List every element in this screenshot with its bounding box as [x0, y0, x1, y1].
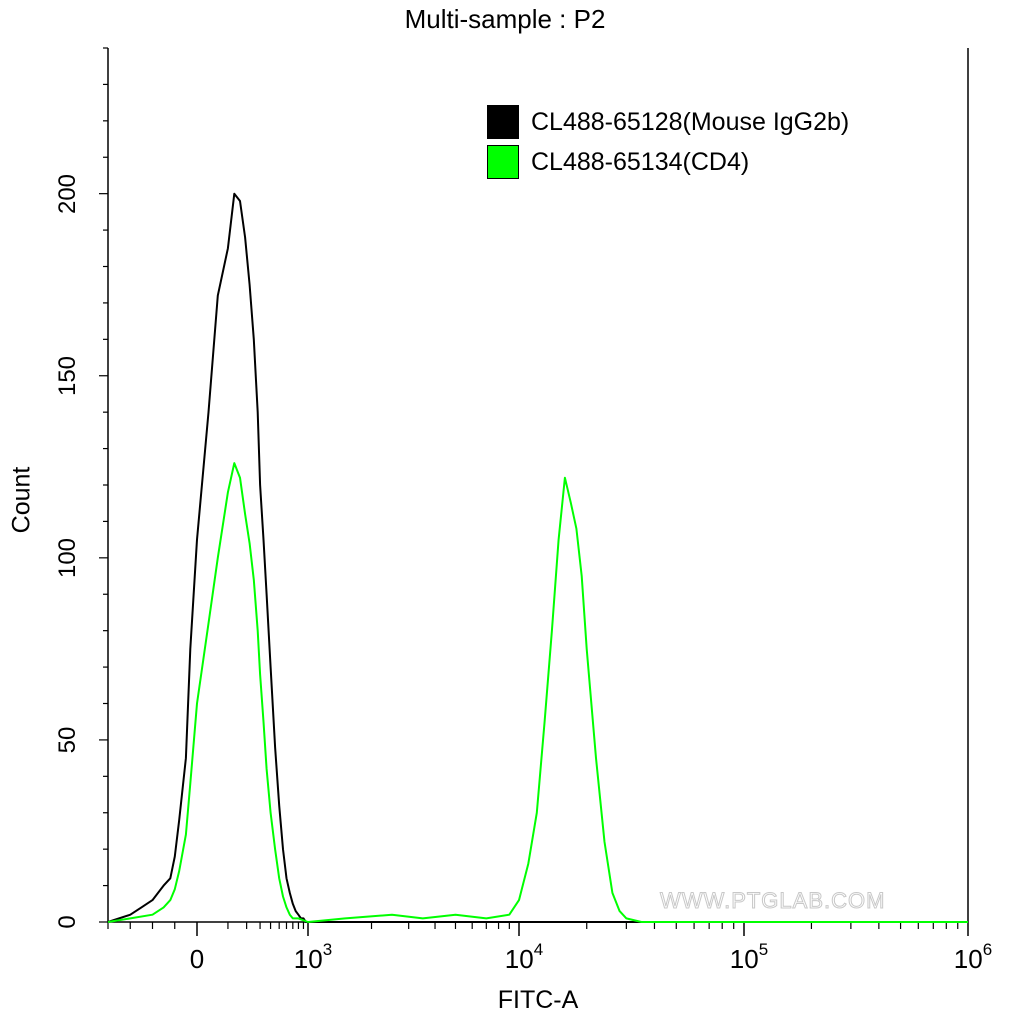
legend-label-cd4: CL488-65134(CD4)	[531, 147, 750, 176]
x-tick-label: 106	[953, 940, 993, 974]
legend-label-isotype: CL488-65128(Mouse IgG2b)	[531, 107, 850, 136]
x-tick-label: 104	[504, 940, 544, 974]
watermark: WWW.PTGLAB.COM	[659, 888, 886, 914]
y-axis-label: Count	[7, 466, 36, 534]
y-tick-label: 100	[54, 537, 81, 578]
series-line-cd4	[107, 462, 968, 923]
legend-item-cd4: CL488-65134(CD4)	[487, 144, 749, 180]
x-tick-label: 103	[293, 940, 333, 974]
legend-swatch-green	[487, 145, 519, 179]
y-tick-label: 0	[54, 915, 81, 929]
y-tick-label: 200	[54, 173, 81, 214]
legend-swatch-black	[487, 105, 519, 139]
series-line-isotype	[107, 192, 968, 923]
legend-item-isotype: CL488-65128(Mouse IgG2b)	[487, 104, 849, 140]
y-tick-label: 150	[54, 355, 81, 396]
y-tick-label: 50	[54, 726, 81, 754]
x-axis-label: FITC-A	[497, 986, 579, 1014]
chart-title: Multi-sample : P2	[404, 4, 606, 34]
x-tick-label: 105	[729, 940, 769, 974]
x-tick-label: 0	[189, 944, 205, 974]
